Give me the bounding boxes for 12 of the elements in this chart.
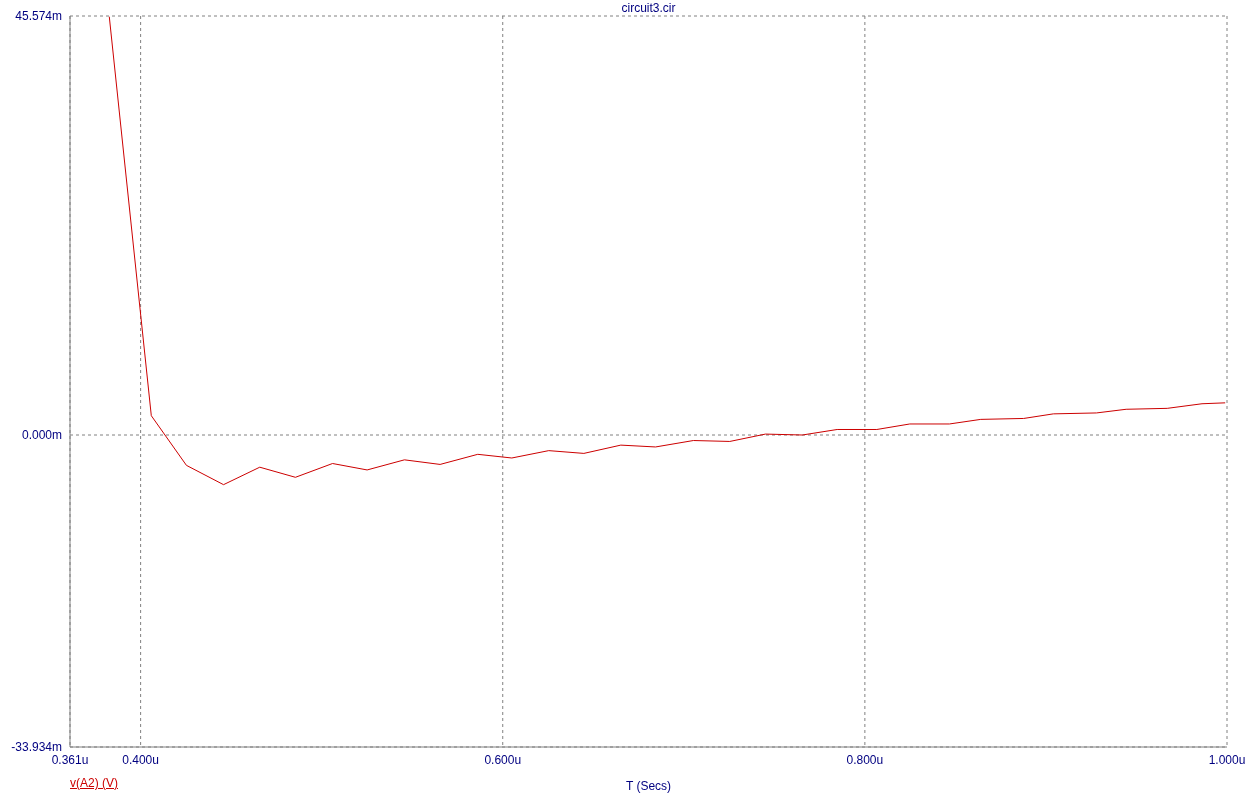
x-tick-label: 0.600u	[484, 752, 522, 767]
x-tick-label: 0.361u	[51, 752, 89, 767]
y-tick-label: 0.000m	[21, 428, 62, 443]
text: v(A2) (V)	[70, 776, 118, 790]
y-tick-label: 45.574m	[15, 9, 62, 24]
x-tick-label: 0.800u	[846, 752, 884, 767]
x-axis-title: T (Secs)	[625, 779, 672, 793]
line-series	[108, 16, 1226, 486]
y-tick-label: -33.934m	[11, 740, 62, 755]
x-tick-label: 0.400u	[122, 752, 159, 767]
chart-title: circuit3.cir	[621, 1, 676, 15]
x-tick-label: 1.000u	[1208, 752, 1246, 767]
